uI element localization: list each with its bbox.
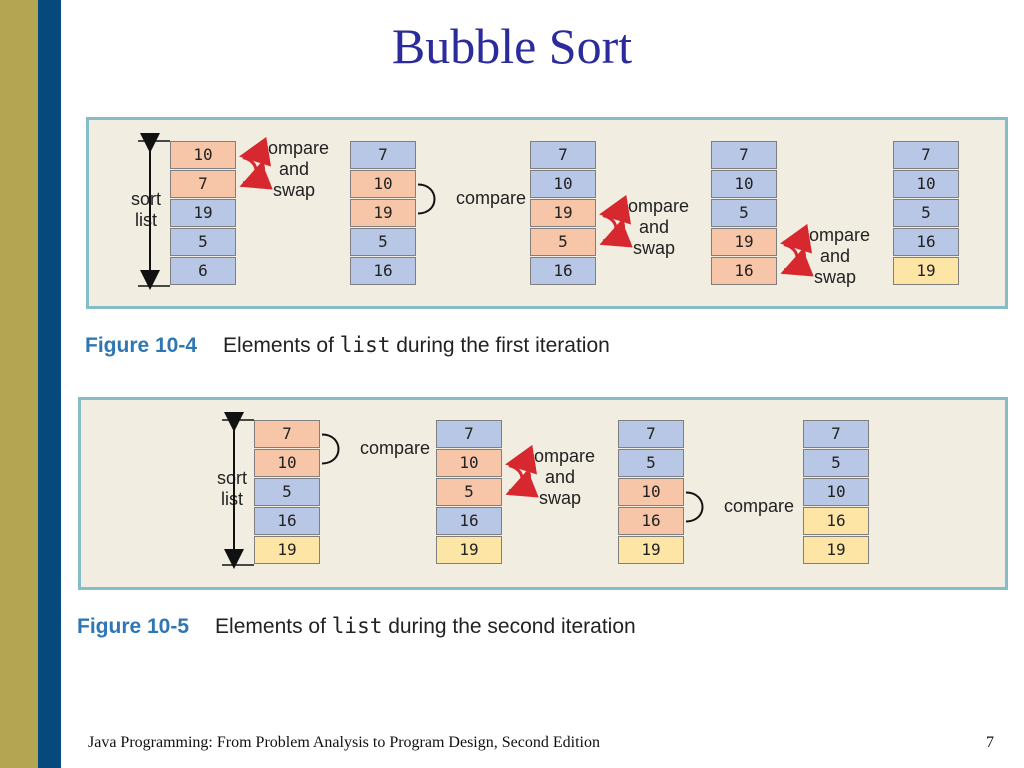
caption-code: list xyxy=(339,333,391,357)
list-cell: 5 xyxy=(530,228,596,256)
list-cell: 5 xyxy=(711,199,777,227)
list-cell: 19 xyxy=(711,228,777,256)
figure-10-4-caption: Figure 10-4 Elements of list during the f… xyxy=(85,333,610,358)
list-cell: 7 xyxy=(618,420,684,448)
caption-text-pre: Elements of xyxy=(223,334,340,357)
compare-and-swap-label: compare and swap xyxy=(254,138,334,201)
slide-title: Bubble Sort xyxy=(391,18,633,74)
blue-side-stripe xyxy=(38,0,61,768)
list-cell: 16 xyxy=(803,507,869,535)
label-line: compare xyxy=(360,437,431,458)
list-cell: 10 xyxy=(170,141,236,169)
figure-10-5-caption: Figure 10-5 Elements of list during the s… xyxy=(77,614,636,639)
sort-list-word: sort xyxy=(216,468,247,488)
list-cell: 10 xyxy=(803,478,869,506)
list-cell: 19 xyxy=(170,199,236,227)
label-line: compare xyxy=(456,187,527,208)
compare-label: compare xyxy=(724,496,814,517)
list-cell: 7 xyxy=(254,420,320,448)
list-cell: 10 xyxy=(530,170,596,198)
sort-list-word: list xyxy=(135,210,157,230)
list-cell: 6 xyxy=(170,257,236,285)
list-cell: 5 xyxy=(170,228,236,256)
list-cell: 19 xyxy=(436,536,502,564)
compare-label: compare xyxy=(456,188,546,209)
caption-text-pre: Elements of xyxy=(215,615,332,638)
list-cell: 19 xyxy=(254,536,320,564)
list-cell: 5 xyxy=(618,449,684,477)
list-cell: 7 xyxy=(893,141,959,169)
list-cell: 7 xyxy=(350,141,416,169)
list-cell: 19 xyxy=(530,199,596,227)
label-line: compare xyxy=(799,224,871,245)
list-cell: 10 xyxy=(618,478,684,506)
list-cell: 5 xyxy=(893,199,959,227)
label-line: swap xyxy=(538,487,582,508)
figure-number: Figure 10-4 xyxy=(85,334,198,357)
list-cell: 7 xyxy=(170,170,236,198)
caption-text-post: during the second iteration xyxy=(382,615,636,638)
list-cell: 7 xyxy=(711,141,777,169)
list-cell: 16 xyxy=(618,507,684,535)
footer-citation: Java Programming: From Problem Analysis … xyxy=(88,734,600,751)
label-line: swap xyxy=(813,266,857,287)
label-line: compare xyxy=(618,195,690,216)
list-cell: 16 xyxy=(711,257,777,285)
list-cell: 16 xyxy=(893,228,959,256)
figure-number: Figure 10-5 xyxy=(77,615,190,638)
list-cell: 10 xyxy=(711,170,777,198)
list-cell: 5 xyxy=(803,449,869,477)
list-cell: 16 xyxy=(530,257,596,285)
list-cell: 19 xyxy=(350,199,416,227)
label-line: compare xyxy=(524,445,596,466)
label-line: swap xyxy=(272,179,316,200)
list-cell: 10 xyxy=(350,170,416,198)
label-line: and xyxy=(638,216,670,237)
sort-list-label: sort list xyxy=(116,189,176,231)
list-cell: 19 xyxy=(803,536,869,564)
label-line: swap xyxy=(632,237,676,258)
list-cell: 19 xyxy=(618,536,684,564)
list-cell: 7 xyxy=(436,420,502,448)
sort-list-word: list xyxy=(221,489,243,509)
list-cell: 5 xyxy=(254,478,320,506)
label-line: and xyxy=(278,158,310,179)
compare-and-swap-label: compare and swap xyxy=(795,225,875,288)
sort-list-label: sort list xyxy=(202,468,262,510)
list-cell: 10 xyxy=(436,449,502,477)
list-cell: 16 xyxy=(254,507,320,535)
compare-and-swap-label: compare and swap xyxy=(520,446,600,509)
list-cell: 5 xyxy=(350,228,416,256)
label-line: compare xyxy=(724,495,795,516)
compare-label: compare xyxy=(360,438,450,459)
list-cell: 19 xyxy=(893,257,959,285)
list-cell: 5 xyxy=(436,478,502,506)
page-number: 7 xyxy=(986,734,994,751)
caption-code: list xyxy=(331,614,383,638)
list-cell: 16 xyxy=(436,507,502,535)
list-cell: 7 xyxy=(530,141,596,169)
olive-side-stripe xyxy=(0,0,38,768)
label-line: and xyxy=(819,245,851,266)
list-cell: 10 xyxy=(254,449,320,477)
list-cell: 7 xyxy=(803,420,869,448)
list-cell: 16 xyxy=(350,257,416,285)
sort-list-word: sort xyxy=(130,189,161,209)
caption-text-post: during the first iteration xyxy=(390,334,610,357)
label-line: and xyxy=(544,466,576,487)
label-line: compare xyxy=(258,137,330,158)
compare-and-swap-label: compare and swap xyxy=(614,196,694,259)
list-cell: 10 xyxy=(893,170,959,198)
